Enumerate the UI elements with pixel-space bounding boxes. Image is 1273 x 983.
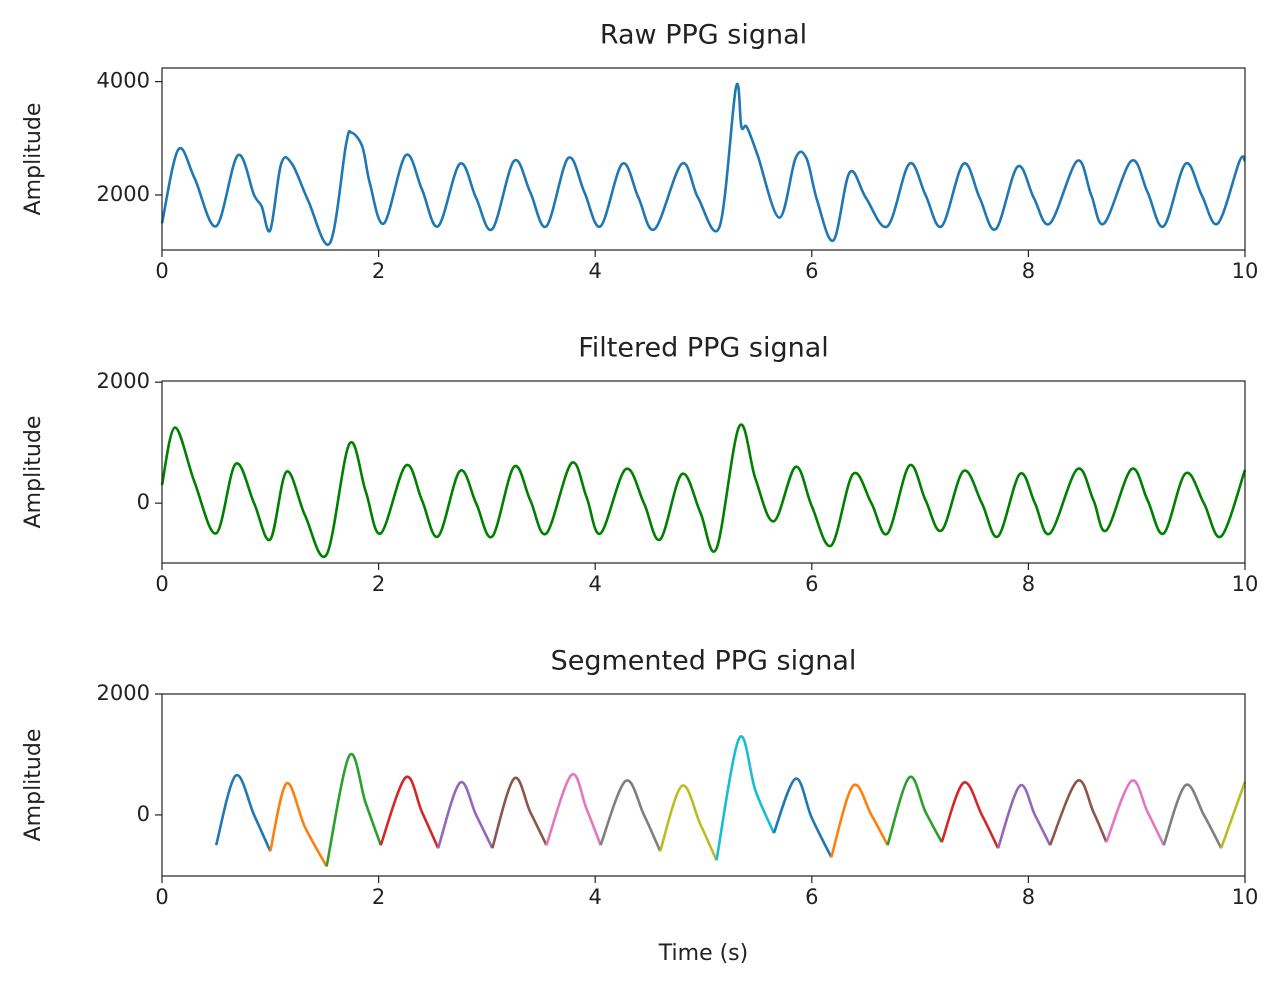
y-tick-label: 2000 (97, 681, 150, 705)
x-tick-label: 10 (1232, 572, 1259, 596)
signal-line (269, 782, 328, 867)
x-tick-label: 4 (589, 885, 602, 909)
signal-line (996, 783, 1052, 849)
y-tick-label: 4000 (97, 69, 150, 93)
signal-line (599, 779, 662, 852)
x-tick-label: 6 (805, 885, 818, 909)
y-tick-label: 0 (137, 802, 150, 826)
signal-line (830, 783, 889, 858)
signal-line (1105, 779, 1165, 846)
x-axis-label: Time (s) (658, 941, 748, 966)
x-tick-label: 10 (1232, 885, 1259, 909)
x-tick-label: 6 (805, 259, 818, 283)
x-tick-label: 8 (1022, 572, 1035, 596)
signal-line (658, 784, 718, 861)
x-tick-label: 6 (805, 572, 818, 596)
signal-line (160, 82, 1247, 246)
signal-line (1219, 781, 1247, 849)
signal-line (545, 772, 602, 846)
signal-line (436, 780, 494, 849)
x-tick-label: 0 (155, 259, 168, 283)
y-axis-label: Amplitude (21, 416, 46, 529)
x-tick-label: 2 (372, 259, 385, 283)
x-tick-label: 4 (589, 572, 602, 596)
signal-line (1048, 779, 1108, 846)
signal-line (214, 774, 272, 852)
axes-frame (161, 693, 1246, 877)
x-tick-label: 8 (1022, 885, 1035, 909)
y-axis-label: Amplitude (21, 729, 46, 842)
x-tick-label: 8 (1022, 259, 1035, 283)
chart-title: Segmented PPG signal (551, 646, 857, 677)
signal-line (160, 423, 1247, 559)
x-tick-label: 4 (589, 259, 602, 283)
y-tick-label: 0 (137, 490, 150, 514)
chart-title: Filtered PPG signal (578, 333, 829, 364)
chart-title: Raw PPG signal (600, 20, 807, 51)
signal-line (325, 752, 382, 867)
x-tick-label: 2 (372, 572, 385, 596)
x-tick-label: 2 (372, 885, 385, 909)
axes-frame (161, 67, 1246, 251)
y-tick-label: 2000 (97, 369, 150, 393)
x-tick-label: 0 (155, 885, 168, 909)
y-tick-label: 2000 (97, 182, 150, 206)
signal-line (886, 775, 943, 846)
signal-line (715, 735, 776, 861)
signal-line (491, 776, 548, 849)
x-tick-label: 10 (1232, 259, 1259, 283)
signal-line (772, 777, 833, 858)
x-tick-label: 0 (155, 572, 168, 596)
signal-line (1162, 783, 1223, 849)
y-axis-label: Amplitude (21, 103, 46, 216)
axes-frame (161, 380, 1246, 564)
signal-line (379, 775, 440, 849)
signal-line (940, 781, 1000, 849)
